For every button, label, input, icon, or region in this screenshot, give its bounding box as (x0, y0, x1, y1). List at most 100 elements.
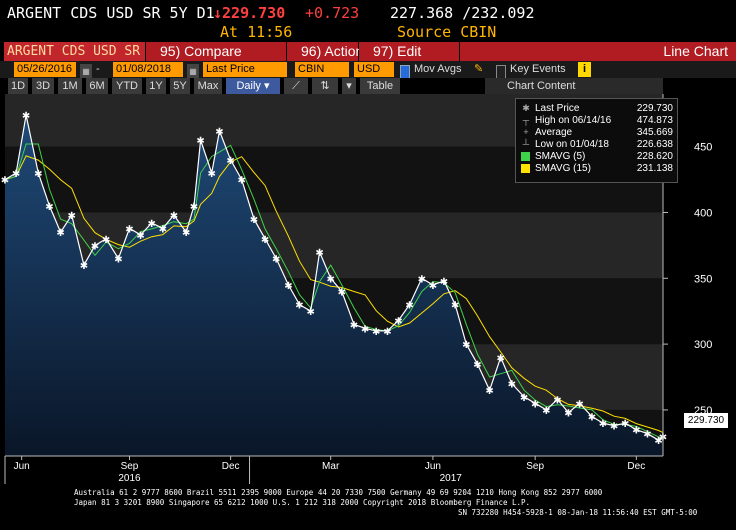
legend-sma5-value: 228.620 (636, 151, 673, 162)
price-point: ✱ (307, 307, 315, 318)
price-point: ✱ (182, 228, 190, 239)
legend-average-value: 345.669 (636, 127, 673, 138)
price-point: ✱ (350, 320, 358, 331)
security-field[interactable]: ARGENT CDS USD SR (4, 42, 145, 61)
pencil-icon[interactable]: ✎ (474, 63, 484, 75)
price-point: ✱ (361, 324, 369, 335)
period-bar: 1D 3D 1M 6M YTD 1Y 5Y Max Daily ▾ ⟋ ⇅ ▾ … (0, 78, 736, 94)
source-select[interactable]: CBIN (295, 62, 349, 77)
price-point: ✱ (643, 430, 651, 441)
price-change: +0.723 (305, 4, 360, 22)
price-point: ✱ (238, 176, 246, 187)
security-header: ARGENT CDS USD SR 5Y D1 ↓229.730 +0.723 … (0, 0, 736, 42)
actions-menu-button[interactable]: 96) Actions ▾ (287, 42, 381, 61)
table-button[interactable]: Table (360, 78, 400, 94)
price-point: ✱ (190, 202, 198, 213)
sma5-line (4, 143, 664, 439)
price-point: ✱ (497, 353, 505, 364)
footer-contacts-line1: Australia 61 2 9777 8600 Brazil 5511 239… (74, 488, 603, 497)
period-6m[interactable]: 6M (86, 78, 108, 94)
price-point: ✱ (564, 409, 572, 420)
price-point: ✱ (553, 395, 561, 406)
y-tick-label: 450 (694, 142, 712, 154)
price-point: ✱ (114, 255, 122, 266)
footer-session-line: SN 732280 H454-5928-1 08-Jan-18 11:56:40… (458, 508, 698, 517)
quote-time: At 11:56 (220, 23, 293, 41)
period-1y[interactable]: 1Y (146, 78, 166, 94)
currency-select[interactable]: USD (354, 62, 394, 77)
period-max[interactable]: Max (194, 78, 222, 94)
legend-sma15-label: SMAVG (15) (535, 163, 591, 174)
line-chart-title: Line Chart (460, 42, 736, 61)
price-point: ✱ (261, 235, 269, 246)
price-point: ✱ (599, 419, 607, 430)
price-area (5, 115, 663, 456)
chart-content-button[interactable]: Chart Content (485, 78, 663, 94)
last-price: ↓229.730 (213, 4, 286, 22)
date-separator: - (96, 63, 100, 75)
period-5y[interactable]: 5Y (170, 78, 190, 94)
price-point: ✱ (462, 340, 470, 351)
price-point: ✱ (80, 261, 88, 272)
legend-low-label: Low on 01/04/18 (535, 139, 609, 150)
price-point: ✱ (102, 235, 110, 246)
price-point: ✱ (45, 202, 53, 213)
legend-last-price-label: Last Price (535, 103, 580, 114)
price-point: ✱ (520, 393, 528, 404)
price-point: ✱ (429, 281, 437, 292)
x-tick-label: Dec (222, 461, 240, 472)
price-point: ✱ (148, 219, 156, 230)
price-point: ✱ (327, 274, 335, 285)
y-tick-label: 300 (694, 339, 712, 351)
period-1m[interactable]: 1M (58, 78, 82, 94)
price-point: ✱ (508, 380, 516, 391)
price-point: ✱ (575, 399, 583, 410)
x-year-label: 2017 (440, 473, 463, 484)
calendar-icon[interactable]: ▦ (80, 64, 92, 79)
price-point: ✱ (451, 301, 459, 312)
end-date-input[interactable]: 01/08/2018 (113, 62, 183, 77)
price-point: ✱ (91, 241, 99, 252)
price-point: ✱ (34, 169, 42, 180)
sma15-swatch (521, 164, 530, 173)
chart-legend[interactable]: ✱ Last Price 229.730 ┬ High on 06/14/16 474.… (515, 98, 678, 183)
line-style-icon[interactable]: ⟋ (284, 78, 308, 94)
calendar-icon[interactable]: ▦ (187, 64, 199, 79)
field-select[interactable]: Last Price (203, 62, 287, 77)
price-point: ✱ (338, 288, 346, 299)
function-toolbar: ARGENT CDS USD SR 95) Compare 96) Action… (0, 42, 736, 61)
period-ytd[interactable]: YTD (112, 78, 142, 94)
edit-menu-button[interactable]: 97) Edit (359, 42, 459, 61)
ticker-title: ARGENT CDS USD SR 5Y D1 (7, 4, 215, 22)
legend-last-price-value: 229.730 (636, 103, 673, 114)
x-tick-label: Sep (526, 461, 544, 472)
start-date-input[interactable]: 05/26/2016 (14, 62, 76, 77)
price-point: ✱ (56, 228, 64, 239)
price-point: ✱ (610, 422, 618, 433)
key-events-label: Key Events (510, 63, 566, 75)
legend-low-value: 226.638 (636, 139, 673, 150)
sma5-swatch (521, 152, 530, 161)
info-button[interactable]: i (578, 62, 591, 77)
last-value-tag: 229.730 (684, 413, 728, 428)
chart-type-icon[interactable]: ⇅ (312, 78, 338, 94)
y-tick-label: 400 (694, 207, 712, 219)
period-1d[interactable]: 1D (8, 78, 28, 94)
chart-controls: 05/26/2016 ▦ - 01/08/2018 ▦ Last Price C… (0, 61, 736, 80)
frequency-select[interactable]: Daily ▾ (226, 78, 280, 94)
average-marker-icon: + (523, 127, 529, 137)
last-price-marker-icon: ✱ (522, 103, 530, 113)
price-point: ✱ (68, 211, 76, 222)
dropdown-chevron-icon[interactable]: ▾ (342, 78, 356, 94)
compare-button[interactable]: 95) Compare (146, 42, 286, 61)
period-3d[interactable]: 3D (32, 78, 54, 94)
price-point: ✱ (542, 406, 550, 417)
price-point: ✱ (632, 426, 640, 437)
price-point: ✱ (196, 136, 204, 147)
low-marker-icon: ┴ (522, 139, 530, 149)
legend-high-value: 474.873 (636, 115, 673, 126)
x-tick-label: Jun (425, 461, 441, 472)
price-point: ✱ (621, 419, 629, 430)
price-point: ✱ (654, 436, 662, 447)
price-point: ✱ (440, 277, 448, 288)
